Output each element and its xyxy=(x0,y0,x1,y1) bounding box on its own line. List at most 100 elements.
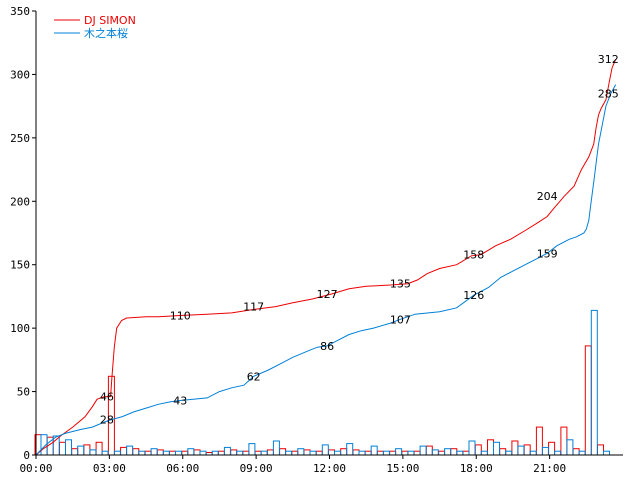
hourly-bar-series-0-13 xyxy=(193,449,201,456)
hourly-bar-series-1-14 xyxy=(211,450,219,456)
x-tick-label-7: 21:00 xyxy=(533,462,566,475)
hourly-bar-series-0-22 xyxy=(303,449,311,456)
hourly-bar-series-1-25 xyxy=(346,443,354,456)
hourly-bar-series-0-21 xyxy=(291,450,299,456)
axes-layer: 0 50 100 150 200 250 300 350 00:00 03:00 06:00 09:0… xyxy=(10,5,623,475)
hourly-bar-series-0-25 xyxy=(340,448,348,456)
hourly-bar-series-0-39 xyxy=(511,440,519,456)
hourly-bar-series-1-31 xyxy=(419,445,427,456)
y-tick-label-1: 50 xyxy=(17,386,30,399)
hourly-bar-series-0-28 xyxy=(376,450,384,456)
hourly-bar-series-0-46 xyxy=(597,444,604,456)
y-tick-label-5: 250 xyxy=(10,132,30,145)
hourly-bar-series-1-9 xyxy=(150,448,158,456)
hourly-bar-series-1-13 xyxy=(199,450,207,456)
hourly-bar-series-0-18 xyxy=(254,450,262,456)
x-tick-label-5: 15:00 xyxy=(386,462,419,475)
data-label-series-0-3: 127 xyxy=(317,288,338,301)
hourly-bar-series-1-17 xyxy=(248,443,256,456)
hourly-bar-series-0-23 xyxy=(315,450,323,456)
hourly-bar-series-1-30 xyxy=(407,450,415,456)
legend: DJ SIMON 木之本桜 xyxy=(54,14,136,40)
x-tick-label-3: 09:00 xyxy=(240,462,273,475)
hourly-bar-series-0-11 xyxy=(169,450,176,456)
hourly-bar-series-0-37 xyxy=(487,439,494,456)
hourly-bar-series-1-10 xyxy=(162,450,170,456)
data-labels-layer: 46 110 117 127 135 158 204 312 28 43 62 86 107 126 159… xyxy=(100,53,619,426)
cumulative-line-series-1 xyxy=(35,84,617,456)
x-tick-label-1: 03:00 xyxy=(93,462,126,475)
hourly-bar-series-1-20 xyxy=(285,450,293,456)
hourly-bar-series-1-21 xyxy=(297,448,305,456)
hourly-bar-series-0-40 xyxy=(523,444,531,456)
hourly-bar-series-1-19 xyxy=(272,440,280,456)
y-tick-label-6: 300 xyxy=(10,68,30,81)
hourly-bar-series-1-32 xyxy=(431,449,439,456)
hourly-bar-series-0-44 xyxy=(572,448,580,456)
hourly-bar-series-0-16 xyxy=(230,449,238,456)
y-tick-label-2: 100 xyxy=(10,322,30,335)
hourly-bar-series-0-35 xyxy=(462,450,470,456)
data-label-series-1-6: 159 xyxy=(537,247,558,260)
hourly-bar-series-0-2 xyxy=(59,441,66,456)
hourly-bar-series-0-3 xyxy=(71,448,79,456)
hourly-bar-series-1-15 xyxy=(223,446,231,456)
hourly-bar-series-1-41 xyxy=(541,446,549,456)
hourly-bar-series-1-39 xyxy=(517,445,525,456)
hourly-bar-series-1-3 xyxy=(77,445,85,456)
hourly-bar-series-1-46 xyxy=(603,450,610,456)
hourly-bar-series-1-8 xyxy=(138,450,146,456)
hourly-bar-series-1-22 xyxy=(309,450,317,456)
hourly-bar-series-0-4 xyxy=(83,444,91,456)
hourly-bar-series-0-38 xyxy=(499,448,507,456)
hourly-bar-series-0-29 xyxy=(389,450,397,456)
data-label-series-1-4: 107 xyxy=(390,313,411,326)
hourly-bar-series-0-24 xyxy=(328,449,335,456)
hourly-bar-series-0-34 xyxy=(450,448,458,456)
hourly-bar-series-1-12 xyxy=(187,448,195,456)
hourly-bar-series-1-35 xyxy=(468,440,476,456)
data-label-series-1-1: 43 xyxy=(173,395,187,408)
hourly-bar-series-1-24 xyxy=(334,450,341,456)
hourly-bar-series-1-29 xyxy=(395,448,403,456)
hourly-bar-series-1-11 xyxy=(175,450,182,456)
hourly-bar-series-0-42 xyxy=(548,441,556,456)
y-tick-label-4: 200 xyxy=(10,195,30,208)
y-tick-label-0: 0 xyxy=(23,449,30,462)
hourly-bar-series-1-7 xyxy=(126,445,134,456)
hourly-bar-series-0-43 xyxy=(560,426,568,456)
hourly-bar-series-1-38 xyxy=(505,450,513,456)
hourly-bar-series-0-33 xyxy=(438,450,446,456)
data-label-series-0-6: 204 xyxy=(537,190,558,203)
hourly-bar-series-1-27 xyxy=(370,445,378,456)
hourly-bar-series-1-33 xyxy=(444,448,452,456)
hourly-bar-series-0-10 xyxy=(156,449,164,456)
x-tick-label-4: 12:00 xyxy=(313,462,346,475)
hourly-bar-series-1-42 xyxy=(554,450,562,456)
y-tick-label-7: 350 xyxy=(10,5,30,18)
hourly-bar-series-0-12 xyxy=(181,450,189,456)
cumulative-line-series-0 xyxy=(35,59,617,456)
hourly-bar-series-1-5 xyxy=(101,450,109,456)
hourly-bar-series-1-44 xyxy=(578,450,586,456)
hourly-bar-series-1-36 xyxy=(480,450,488,456)
data-label-series-0-0: 46 xyxy=(100,391,114,404)
hourly-bar-series-1-6 xyxy=(113,450,121,456)
hourly-bar-series-1-26 xyxy=(358,450,366,456)
data-label-series-0-1: 110 xyxy=(170,310,191,323)
hourly-bar-series-1-16 xyxy=(236,450,244,456)
hourly-bars-layer xyxy=(34,309,610,456)
hourly-bar-series-1-40 xyxy=(529,450,537,456)
data-label-series-1-2: 62 xyxy=(247,370,261,383)
hourly-bar-series-1-23 xyxy=(321,444,329,456)
hourly-bar-series-0-8 xyxy=(132,448,140,456)
data-label-series-1-5: 126 xyxy=(463,289,484,302)
hourly-bar-series-0-32 xyxy=(425,445,433,456)
hourly-bar-series-0-26 xyxy=(352,449,360,456)
legend-label-kinomoto-sakura: 木之本桜 xyxy=(84,26,128,40)
hourly-bar-series-0-30 xyxy=(401,450,409,456)
hourly-bar-series-0-7 xyxy=(120,446,128,456)
hourly-bar-series-0-17 xyxy=(242,450,250,456)
hourly-bar-series-0-5 xyxy=(95,441,103,456)
